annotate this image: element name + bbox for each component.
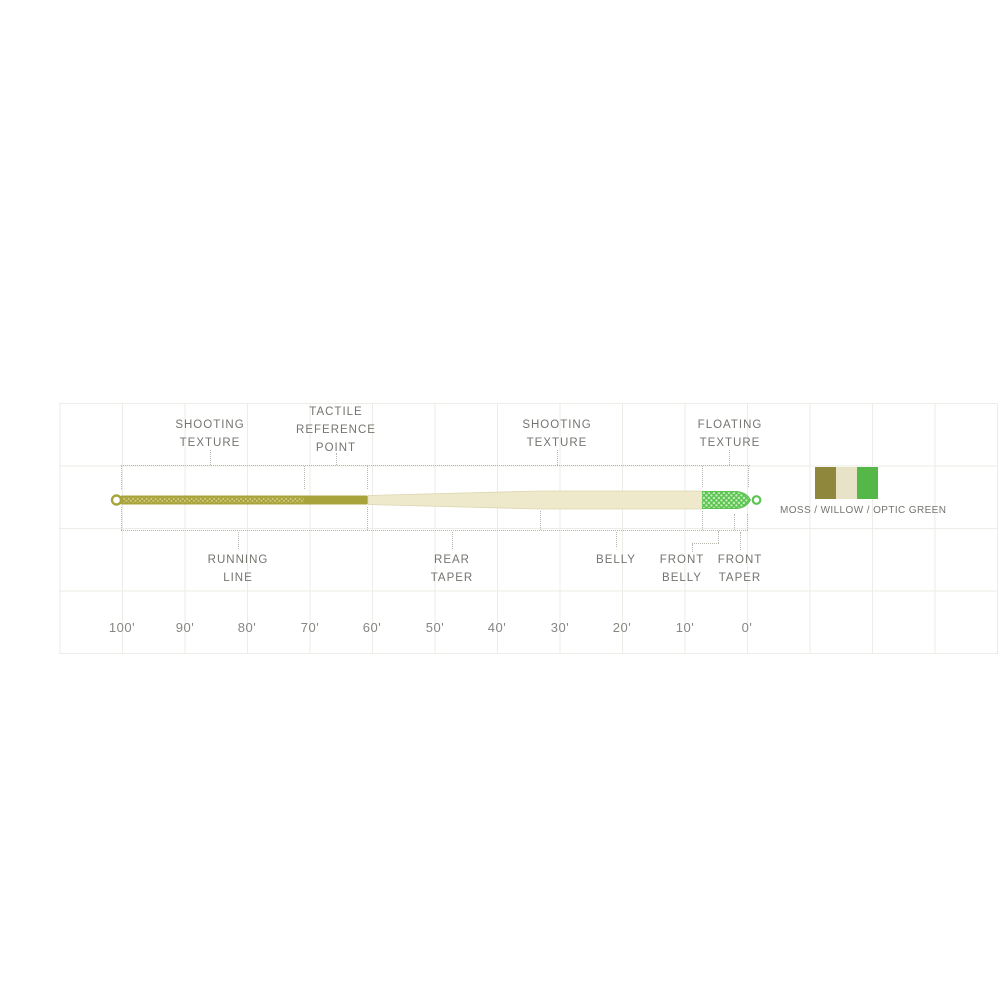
label-leader-shooting-texture-left (210, 450, 211, 465)
scale-tick-60: 60' (362, 620, 382, 635)
label-front-taper: FRONT TAPER (717, 554, 763, 584)
bottom-bracket-leg (121, 507, 122, 530)
legend-label: MOSS / WILLOW / OPTIC GREEN (780, 505, 947, 516)
label-leader-belly (616, 532, 617, 547)
swatch-willow (836, 467, 857, 499)
bottom-bracket-line (121, 530, 748, 531)
front-tip-floating-texture (702, 492, 750, 508)
scale-tick-10: 10' (675, 620, 695, 635)
scale-tick-100: 100' (108, 620, 136, 635)
label-leader-floating-texture (729, 450, 730, 465)
rear-loop (110, 494, 123, 506)
label-shooting-texture-left: SHOOTING TEXTURE (175, 419, 245, 449)
legend-swatches (815, 467, 913, 499)
front-belly-mini-bracket (692, 543, 719, 544)
top-bracket-leg (748, 466, 749, 487)
label-tactile-reference-point: TACTILE REFERENCE POINT (296, 406, 376, 454)
bottom-bracket-leg (747, 514, 748, 530)
scale-tick-20: 20' (612, 620, 632, 635)
label-shooting-texture-right: SHOOTING TEXTURE (522, 419, 592, 449)
label-front-belly: FRONT BELLY (659, 554, 705, 584)
belly-segment (367, 490, 703, 510)
bottom-bracket-leg (540, 511, 541, 530)
swatch-moss (815, 467, 836, 499)
label-leader-front-belly (692, 544, 693, 552)
bottom-bracket-leg (702, 511, 703, 530)
top-bracket-leg (702, 466, 703, 487)
scale-tick-0: 0' (741, 620, 753, 635)
bottom-bracket-leg (367, 507, 368, 530)
scale-tick-50: 50' (425, 620, 445, 635)
swatch-optic-green (857, 467, 878, 499)
top-bracket-leg (367, 466, 368, 489)
scale-tick-30: 30' (550, 620, 570, 635)
scale-tick-40: 40' (487, 620, 507, 635)
scale-tick-80: 80' (237, 620, 257, 635)
label-rear-taper: REAR TAPER (430, 554, 474, 584)
front-belly-mini-bracket-leg (718, 531, 719, 543)
top-bracket-leg (304, 466, 305, 489)
scale-tick-70: 70' (300, 620, 320, 635)
label-leader-front-taper (740, 532, 741, 550)
label-leader-tactile-reference-point (336, 453, 337, 465)
color-legend: MOSS / WILLOW / OPTIC GREEN (780, 467, 947, 516)
scale-tick-90: 90' (175, 620, 195, 635)
label-leader-running-line (238, 532, 239, 549)
label-leader-rear-taper (452, 532, 453, 549)
label-floating-texture: FLOATING TEXTURE (697, 419, 763, 449)
top-bracket-line (121, 465, 750, 466)
label-belly: BELLY (596, 554, 636, 566)
front-loop (751, 495, 762, 505)
fly-line-graphic (110, 490, 762, 510)
bottom-bracket-leg (734, 514, 735, 530)
running-line-shooting-texture (123, 497, 304, 503)
top-bracket-leg (121, 466, 122, 489)
label-running-line: RUNNING LINE (207, 554, 269, 584)
label-leader-shooting-texture-right (557, 450, 558, 465)
